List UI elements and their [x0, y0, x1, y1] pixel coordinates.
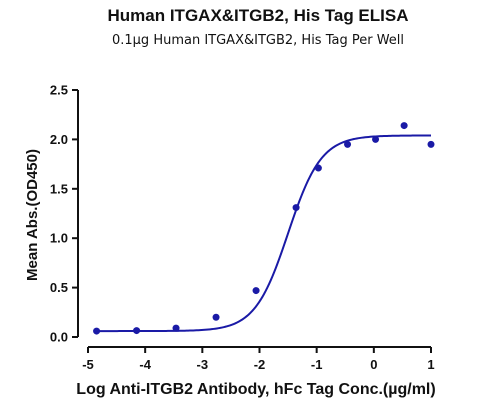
x-tick-label: -3	[197, 357, 209, 372]
data-point	[344, 140, 352, 148]
data-point	[427, 140, 435, 148]
x-tick-label: -4	[139, 357, 151, 372]
x-axis-label: Log Anti-ITGB2 Antibody, hFc Tag Conc.(µ…	[76, 381, 435, 398]
x-tick-label: -5	[82, 357, 94, 372]
x-tick-label: 0	[370, 357, 377, 372]
data-point	[172, 324, 180, 332]
x-tick-label: -1	[311, 357, 323, 372]
fit-curve-layer	[93, 134, 432, 333]
data-point	[292, 204, 300, 212]
y-axis-label: Mean Abs.(OD450)	[24, 149, 41, 281]
x-tick-label: -2	[254, 357, 266, 372]
y-tick-label: 1.5	[50, 181, 68, 196]
data-point	[372, 135, 380, 143]
y-tick-label: 2.5	[50, 83, 68, 98]
chart-subtitle: 0.1µg Human ITGAX&ITGB2, His Tag Per Wel…	[112, 33, 404, 48]
data-point	[212, 313, 220, 321]
data-point	[133, 327, 141, 335]
data-point	[93, 327, 101, 335]
chart-title: Human ITGAX&ITGB2, His Tag ELISA	[108, 6, 409, 25]
y-tick-label: 1.0	[50, 231, 68, 246]
fit-curve	[93, 134, 432, 333]
y-tick-label: 0.5	[50, 280, 68, 295]
x-tick-label: 1	[427, 357, 434, 372]
y-tick-label: 0.0	[50, 330, 68, 345]
data-point	[400, 122, 408, 130]
data-point	[314, 164, 322, 172]
data-point	[252, 287, 260, 295]
y-axis: 0.0 0.5 1.0 1.5 2.0 2.5	[50, 83, 79, 345]
data-points-layer	[93, 122, 435, 335]
y-tick-label: 2.0	[50, 132, 68, 147]
x-axis: -5 -4 -3 -2 -1 0 1	[82, 346, 435, 372]
